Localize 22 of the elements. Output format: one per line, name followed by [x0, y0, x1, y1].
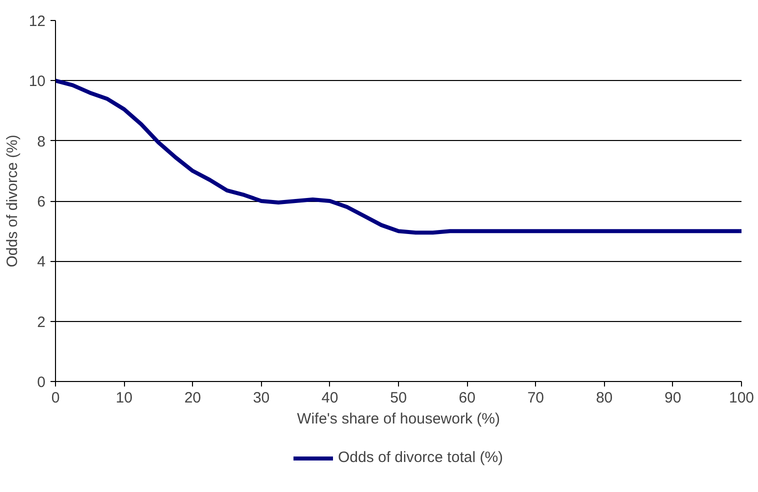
y-tick-label: 10 — [28, 73, 46, 90]
x-tick-label: 0 — [51, 390, 60, 406]
y-tick-label: 8 — [37, 133, 46, 150]
y-tick-label: 4 — [37, 254, 46, 271]
y-tick-label: 2 — [37, 314, 46, 331]
x-tick-label: 10 — [116, 390, 132, 406]
x-tick-label: 60 — [458, 390, 476, 406]
x-tick-label: 100 — [728, 390, 754, 406]
y-tick-label: 6 — [37, 194, 46, 210]
line-series — [56, 78, 742, 235]
x-axis-title: Wife's share of housework (%) — [297, 410, 500, 428]
x-tick-label: 20 — [184, 390, 202, 406]
x-tick-label: 40 — [322, 390, 338, 406]
y-tick-label: 0 — [37, 374, 46, 391]
x-tick-label: 90 — [664, 390, 682, 406]
y-tick-label: 12 — [28, 13, 46, 30]
y-axis-title: Odds of divorce (%) — [4, 134, 21, 268]
legend-label: Odds of divorce total (%) — [338, 449, 504, 466]
x-tick-label: 50 — [390, 390, 407, 406]
x-tick-label: 80 — [596, 390, 613, 406]
x-tick-label: 30 — [252, 390, 270, 406]
x-tick-label: 70 — [527, 390, 544, 406]
